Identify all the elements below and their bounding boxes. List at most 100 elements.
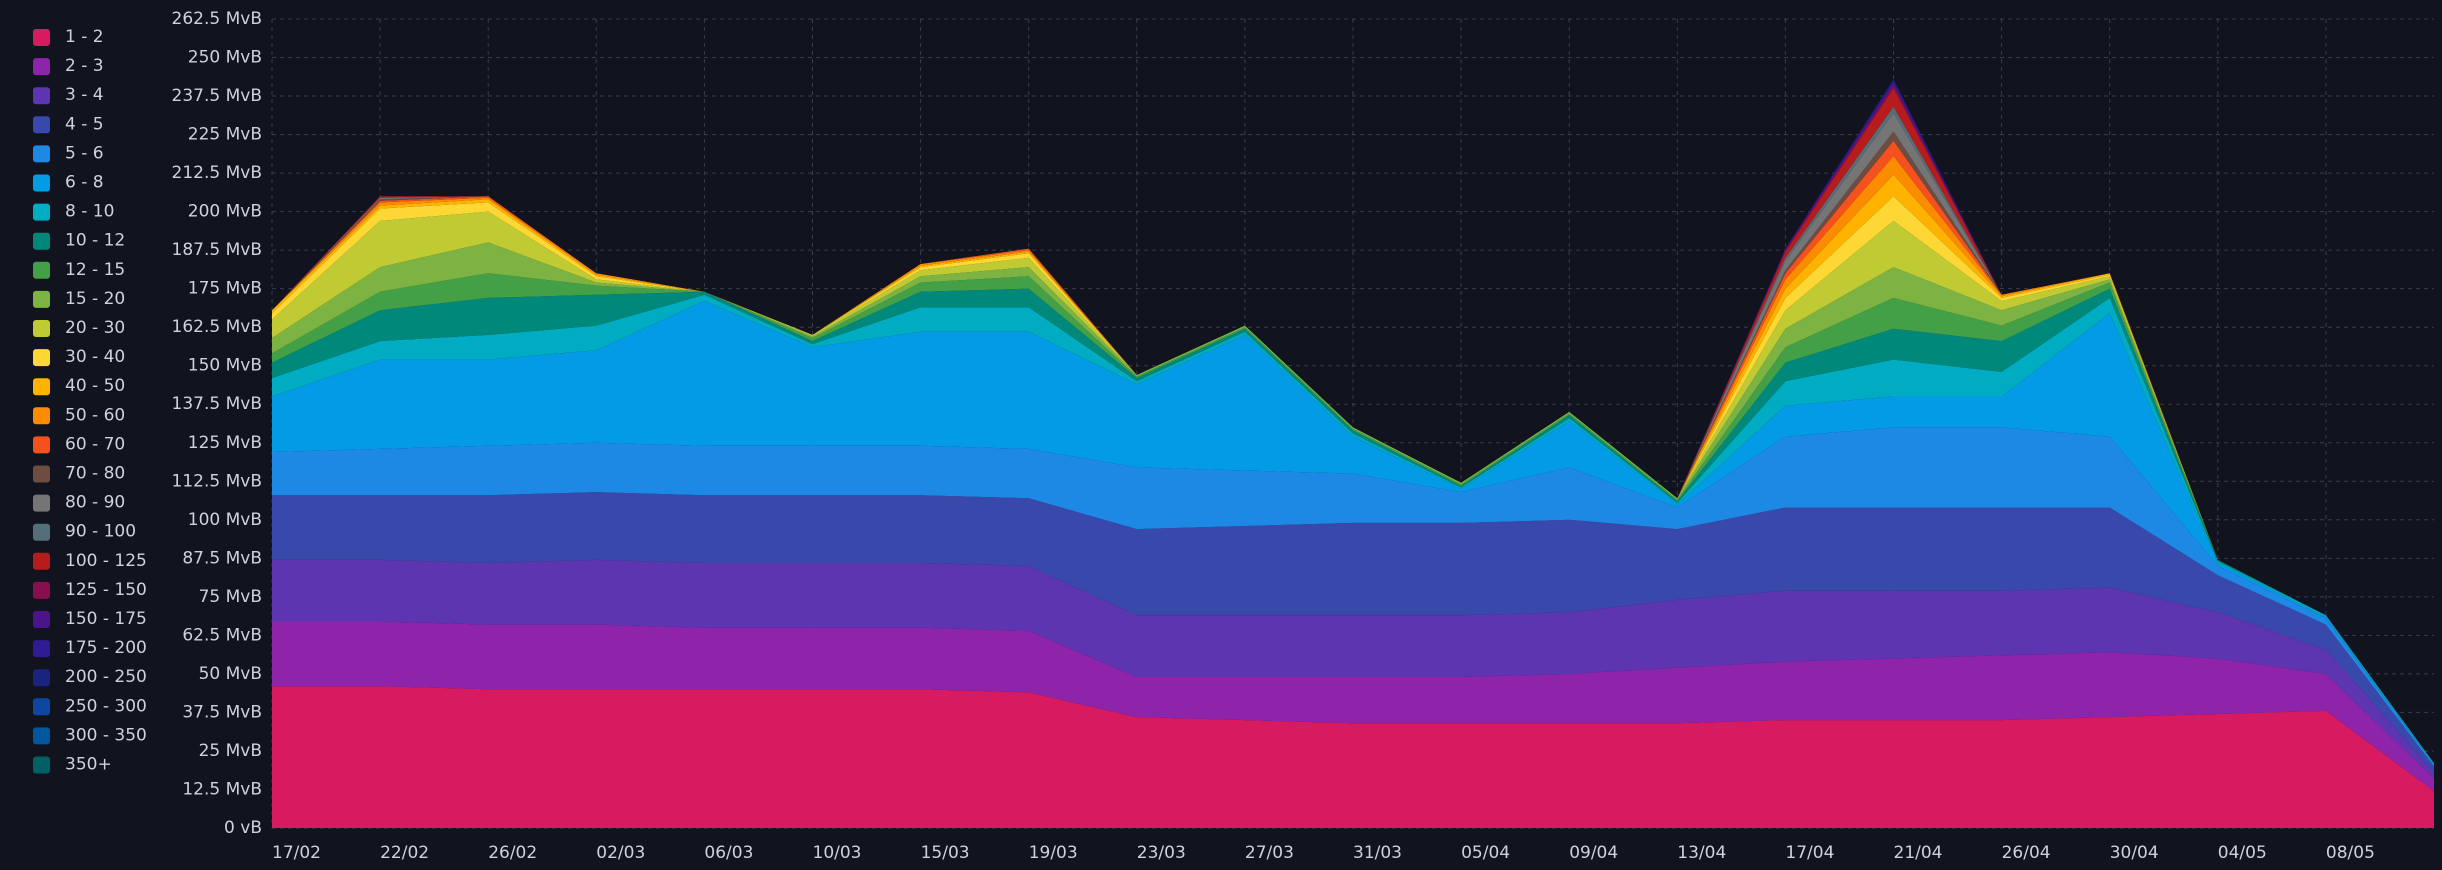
y-tick-label: 162.5 MvB (172, 317, 262, 337)
y-tick-label: 212.5 MvB (172, 163, 262, 183)
legend-label: 150 - 175 (65, 609, 147, 629)
legend-label: 15 - 20 (65, 289, 125, 309)
legend-swatch (33, 58, 50, 76)
legend-swatch (33, 640, 50, 658)
x-tick-label: 23/03 (1137, 843, 1186, 863)
y-tick-label: 25 MvB (199, 741, 262, 761)
x-tick-label: 26/04 (2002, 843, 2051, 863)
legend-swatch (33, 174, 50, 192)
y-tick-label: 262.5 MvB (172, 9, 262, 29)
area (272, 492, 2434, 773)
legend-label: 60 - 70 (65, 434, 125, 454)
legend-label: 90 - 100 (65, 522, 136, 542)
legend-label: 40 - 50 (65, 376, 125, 396)
legend-label: 175 - 200 (65, 638, 147, 658)
legend-swatch (33, 407, 50, 425)
legend-label: 2 - 3 (65, 56, 104, 76)
legend-swatch (33, 669, 50, 687)
y-tick-label: 62.5 MvB (182, 625, 262, 645)
y-tick-label: 250 MvB (188, 48, 262, 68)
legend-label: 300 - 350 (65, 725, 147, 745)
x-tick-label: 02/03 (596, 843, 645, 863)
y-tick-label: 100 MvB (188, 510, 262, 530)
x-tick-label: 26/02 (488, 843, 537, 863)
legend-label: 30 - 40 (65, 347, 125, 367)
x-tick-label: 08/05 (2326, 843, 2375, 863)
y-tick-label: 237.5 MvB (172, 86, 262, 106)
legend-swatch (33, 349, 50, 367)
legend-label: 200 - 250 (65, 667, 147, 687)
legend-label: 20 - 30 (65, 318, 125, 338)
legend-label: 10 - 12 (65, 231, 125, 251)
legend-label: 4 - 5 (65, 114, 104, 134)
legend-swatch (33, 756, 50, 774)
x-tick-label: 10/03 (813, 843, 862, 863)
legend-swatch (33, 727, 50, 745)
legend-label: 350+ (65, 755, 112, 775)
legend-swatch (33, 378, 50, 396)
x-tick-label: 15/03 (921, 843, 970, 863)
x-tick-label: 30/04 (2110, 843, 2159, 863)
y-tick-label: 187.5 MvB (172, 240, 262, 260)
legend-label: 5 - 6 (65, 143, 104, 163)
legend-label: 1 - 2 (65, 27, 104, 47)
area (272, 686, 2434, 828)
y-tick-label: 225 MvB (188, 125, 262, 145)
legend-swatch (33, 320, 50, 337)
legend-label: 12 - 15 (65, 260, 125, 280)
x-tick-label: 27/03 (1245, 843, 1294, 863)
legend-label: 50 - 60 (65, 405, 125, 425)
legend-label: 6 - 8 (65, 173, 104, 193)
x-tick-label: 05/04 (1461, 843, 1510, 863)
y-tick-label: 37.5 MvB (182, 702, 262, 722)
y-tick-label: 50 MvB (199, 664, 262, 684)
legend-swatch (33, 611, 50, 628)
x-tick-label: 17/04 (1785, 843, 1834, 863)
legend-swatch (33, 290, 50, 308)
x-tick-label: 09/04 (1569, 843, 1618, 863)
y-tick-label: 12.5 MvB (182, 779, 262, 799)
legend-label: 3 - 4 (65, 85, 104, 105)
legend-swatch (33, 698, 50, 716)
legend-label: 100 - 125 (65, 551, 147, 571)
x-tick-label: 22/02 (380, 843, 429, 863)
legend-swatch (33, 261, 50, 279)
legend-label: 125 - 150 (65, 580, 147, 600)
x-tick-label: 04/05 (2218, 843, 2267, 863)
y-tick-label: 87.5 MvB (182, 548, 262, 568)
axes: 0 vB 12.5 MvB 25 MvB 37.5 MvB 50 MvB 62.5 MvB… (172, 9, 2375, 863)
legend-swatch (33, 581, 50, 599)
legend-swatch (33, 87, 50, 105)
y-tick-label: 200 MvB (188, 202, 262, 222)
x-tick-label: 19/03 (1029, 843, 1078, 863)
y-tick-label: 125 MvB (188, 433, 262, 453)
legend-swatch (33, 116, 50, 134)
legend-label: 250 - 300 (65, 696, 147, 716)
x-tick-label: 13/04 (1677, 843, 1726, 863)
x-tick-label: 06/03 (704, 843, 753, 863)
legend-swatch (33, 29, 50, 46)
x-tick-label: 17/02 (272, 843, 321, 863)
y-tick-label: 112.5 MvB (172, 471, 262, 491)
legend-swatch (33, 552, 50, 570)
legend-swatch (33, 203, 50, 221)
area (272, 294, 2434, 765)
legend-label: 70 - 80 (65, 464, 125, 484)
legend-swatch (33, 523, 50, 541)
area (272, 301, 2434, 765)
y-tick-label: 150 MvB (188, 356, 262, 376)
legend-label: 80 - 90 (65, 493, 125, 513)
y-tick-label: 0 vB (224, 818, 262, 838)
legend-label: 8 - 10 (65, 202, 114, 222)
x-tick-label: 31/03 (1353, 843, 1402, 863)
area (272, 427, 2434, 767)
legend-swatch (33, 436, 50, 454)
y-tick-label: 75 MvB (199, 587, 262, 607)
area (272, 559, 2434, 779)
legend: 1 - 2 2 - 3 3 - 4 4 - 5 5 - 6 6 - 8 8 - 10 10 -… (33, 27, 147, 775)
legend-swatch (33, 232, 50, 250)
legend-swatch (33, 494, 50, 512)
y-tick-label: 175 MvB (188, 279, 262, 299)
